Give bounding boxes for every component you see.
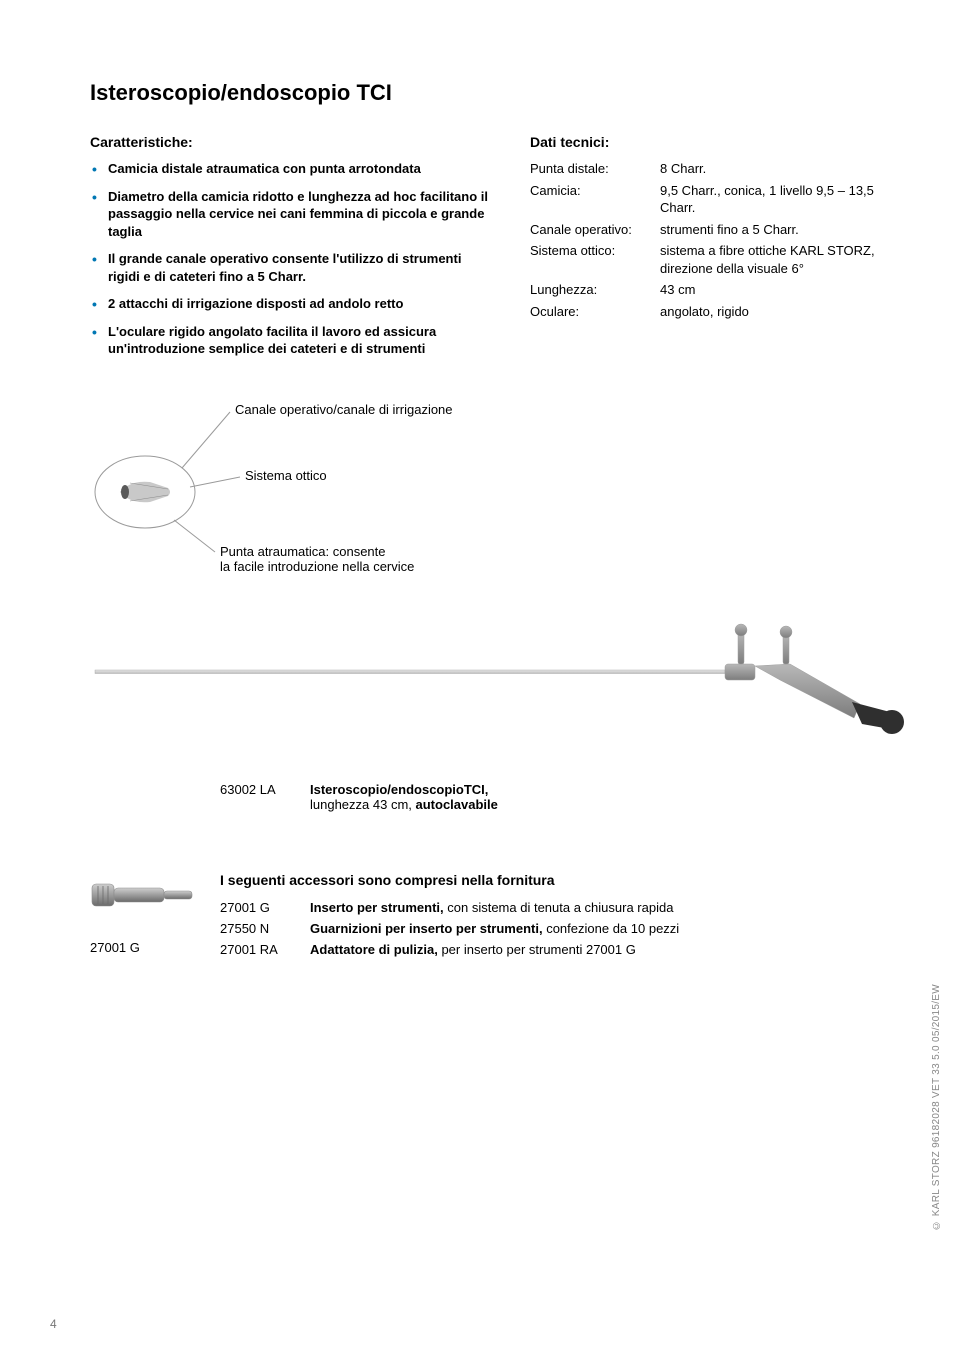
copyright-text: © KARL STORZ 96182028 VET 33 5.0 05/2015…	[931, 984, 942, 1231]
bullet-item: Camicia distale atraumatica con punta ar…	[90, 160, 490, 178]
spec-value: 9,5 Charr., conica, 1 livello 9,5 – 13,5…	[660, 182, 900, 217]
accessory-rest: con sistema di tenuta a chiusura rapida	[444, 900, 674, 915]
accessory-rest: confezione da 10 pezzi	[543, 921, 680, 936]
instrument-illustration	[90, 612, 910, 742]
accessory-rest: per inserto per strumenti 27001 G	[438, 942, 636, 957]
spec-label: Oculare:	[530, 303, 660, 321]
annotation-punta: Punta atraumatica: consente la facile in…	[220, 544, 414, 574]
accessory-code: 27001 G	[220, 900, 310, 915]
spec-label: Canale operativo:	[530, 221, 660, 239]
insert-image-block: 27001 G	[90, 872, 220, 955]
irrigation-knob	[780, 626, 792, 638]
accessory-name: Adattatore di pulizia,	[310, 942, 438, 957]
spec-row: Oculare: angolato, rigido	[530, 303, 900, 321]
columns: Caratteristiche: Camicia distale atrauma…	[90, 134, 900, 368]
instrument-junction	[725, 664, 755, 680]
characteristics-heading: Caratteristiche:	[90, 134, 490, 150]
accessory-row: 27550 N Guarnizioni per inserto per stru…	[220, 921, 900, 936]
accessory-code: 27550 N	[220, 921, 310, 936]
accessories-heading: I seguenti accessori sono compresi nella…	[220, 872, 900, 888]
irrigation-knob	[735, 624, 747, 636]
product-detail: lunghezza 43 cm,	[310, 797, 416, 812]
specs-column: Dati tecnici: Punta distale: 8 Charr. Ca…	[530, 134, 900, 368]
accessory-name: Inserto per strumenti,	[310, 900, 444, 915]
spec-label: Punta distale:	[530, 160, 660, 178]
instrument-eyepiece-ring	[880, 710, 904, 734]
page-title: Isteroscopio/endoscopio TCI	[90, 80, 900, 106]
insert-tip	[164, 891, 192, 899]
spec-row: Camicia: 9,5 Charr., conica, 1 livello 9…	[530, 182, 900, 217]
instrument-angled-body	[755, 664, 860, 718]
accessory-desc: Adattatore di pulizia, per inserto per s…	[310, 942, 900, 957]
annotation-sistema: Sistema ottico	[245, 468, 327, 483]
spec-label: Sistema ottico:	[530, 242, 660, 277]
characteristics-list: Camicia distale atraumatica con punta ar…	[90, 160, 490, 358]
product-main: 63002 LA Isteroscopio/endoscopioTCI, lun…	[220, 782, 900, 812]
annotation-canale: Canale operativo/canale di irrigazione	[235, 402, 453, 417]
page-number: 4	[50, 1317, 57, 1331]
leader-line	[190, 477, 240, 487]
product-desc: Isteroscopio/endoscopioTCI, lunghezza 43…	[310, 782, 900, 812]
tip-annotation-block: Canale operativo/canale di irrigazione S…	[90, 392, 900, 602]
annotation-punta-line1: Punta atraumatica: consente	[220, 544, 386, 559]
bullet-item: L'oculare rigido angolato facilita il la…	[90, 323, 490, 358]
spec-value: strumenti fino a 5 Charr.	[660, 221, 900, 239]
accessory-desc: Inserto per strumenti, con sistema di te…	[310, 900, 900, 915]
spec-row: Lunghezza: 43 cm	[530, 281, 900, 299]
spec-row: Punta distale: 8 Charr.	[530, 160, 900, 178]
spec-value: 8 Charr.	[660, 160, 900, 178]
leader-line	[174, 520, 215, 552]
accessory-desc: Guarnizioni per inserto per strumenti, c…	[310, 921, 900, 936]
spec-row: Canale operativo: strumenti fino a 5 Cha…	[530, 221, 900, 239]
accessory-code: 27001 RA	[220, 942, 310, 957]
insert-label: 27001 G	[90, 940, 220, 955]
accessory-row: 27001 G Inserto per strumenti, con siste…	[220, 900, 900, 915]
leader-line	[182, 412, 230, 468]
insert-body	[114, 888, 164, 902]
spec-label: Camicia:	[530, 182, 660, 217]
spec-row: Sistema ottico: sistema a fibre ottiche …	[530, 242, 900, 277]
tip-lens	[121, 485, 129, 499]
spec-value: angolato, rigido	[660, 303, 900, 321]
spec-value: 43 cm	[660, 281, 900, 299]
spec-label: Lunghezza:	[530, 281, 660, 299]
bullet-item: Il grande canale operativo consente l'ut…	[90, 250, 490, 285]
annotation-punta-line2: la facile introduzione nella cervice	[220, 559, 414, 574]
accessories-list: I seguenti accessori sono compresi nella…	[220, 872, 900, 963]
irrigation-port	[738, 632, 744, 664]
instrument-shaft	[95, 670, 725, 674]
characteristics-column: Caratteristiche: Camicia distale atrauma…	[90, 134, 490, 368]
bullet-item: Diametro della camicia ridotto e lunghez…	[90, 188, 490, 241]
product-name: Isteroscopio/endoscopioTCI,	[310, 782, 488, 797]
bullet-item: 2 attacchi di irrigazione disposti ad an…	[90, 295, 490, 313]
product-autoclavable: autoclavabile	[416, 797, 498, 812]
accessory-row: 27001 RA Adattatore di pulizia, per inse…	[220, 942, 900, 957]
accessories-block: 27001 G I seguenti accessori sono compre…	[90, 872, 900, 963]
product-row: 63002 LA Isteroscopio/endoscopioTCI, lun…	[220, 782, 900, 812]
insert-illustration	[90, 872, 200, 917]
specs-heading: Dati tecnici:	[530, 134, 900, 150]
spec-value: sistema a fibre ottiche KARL STORZ, dire…	[660, 242, 900, 277]
irrigation-port	[783, 634, 789, 664]
accessory-name: Guarnizioni per inserto per strumenti,	[310, 921, 543, 936]
specs-list: Punta distale: 8 Charr. Camicia: 9,5 Cha…	[530, 160, 900, 320]
page: Isteroscopio/endoscopio TCI Caratteristi…	[0, 0, 960, 1361]
product-code: 63002 LA	[220, 782, 310, 812]
